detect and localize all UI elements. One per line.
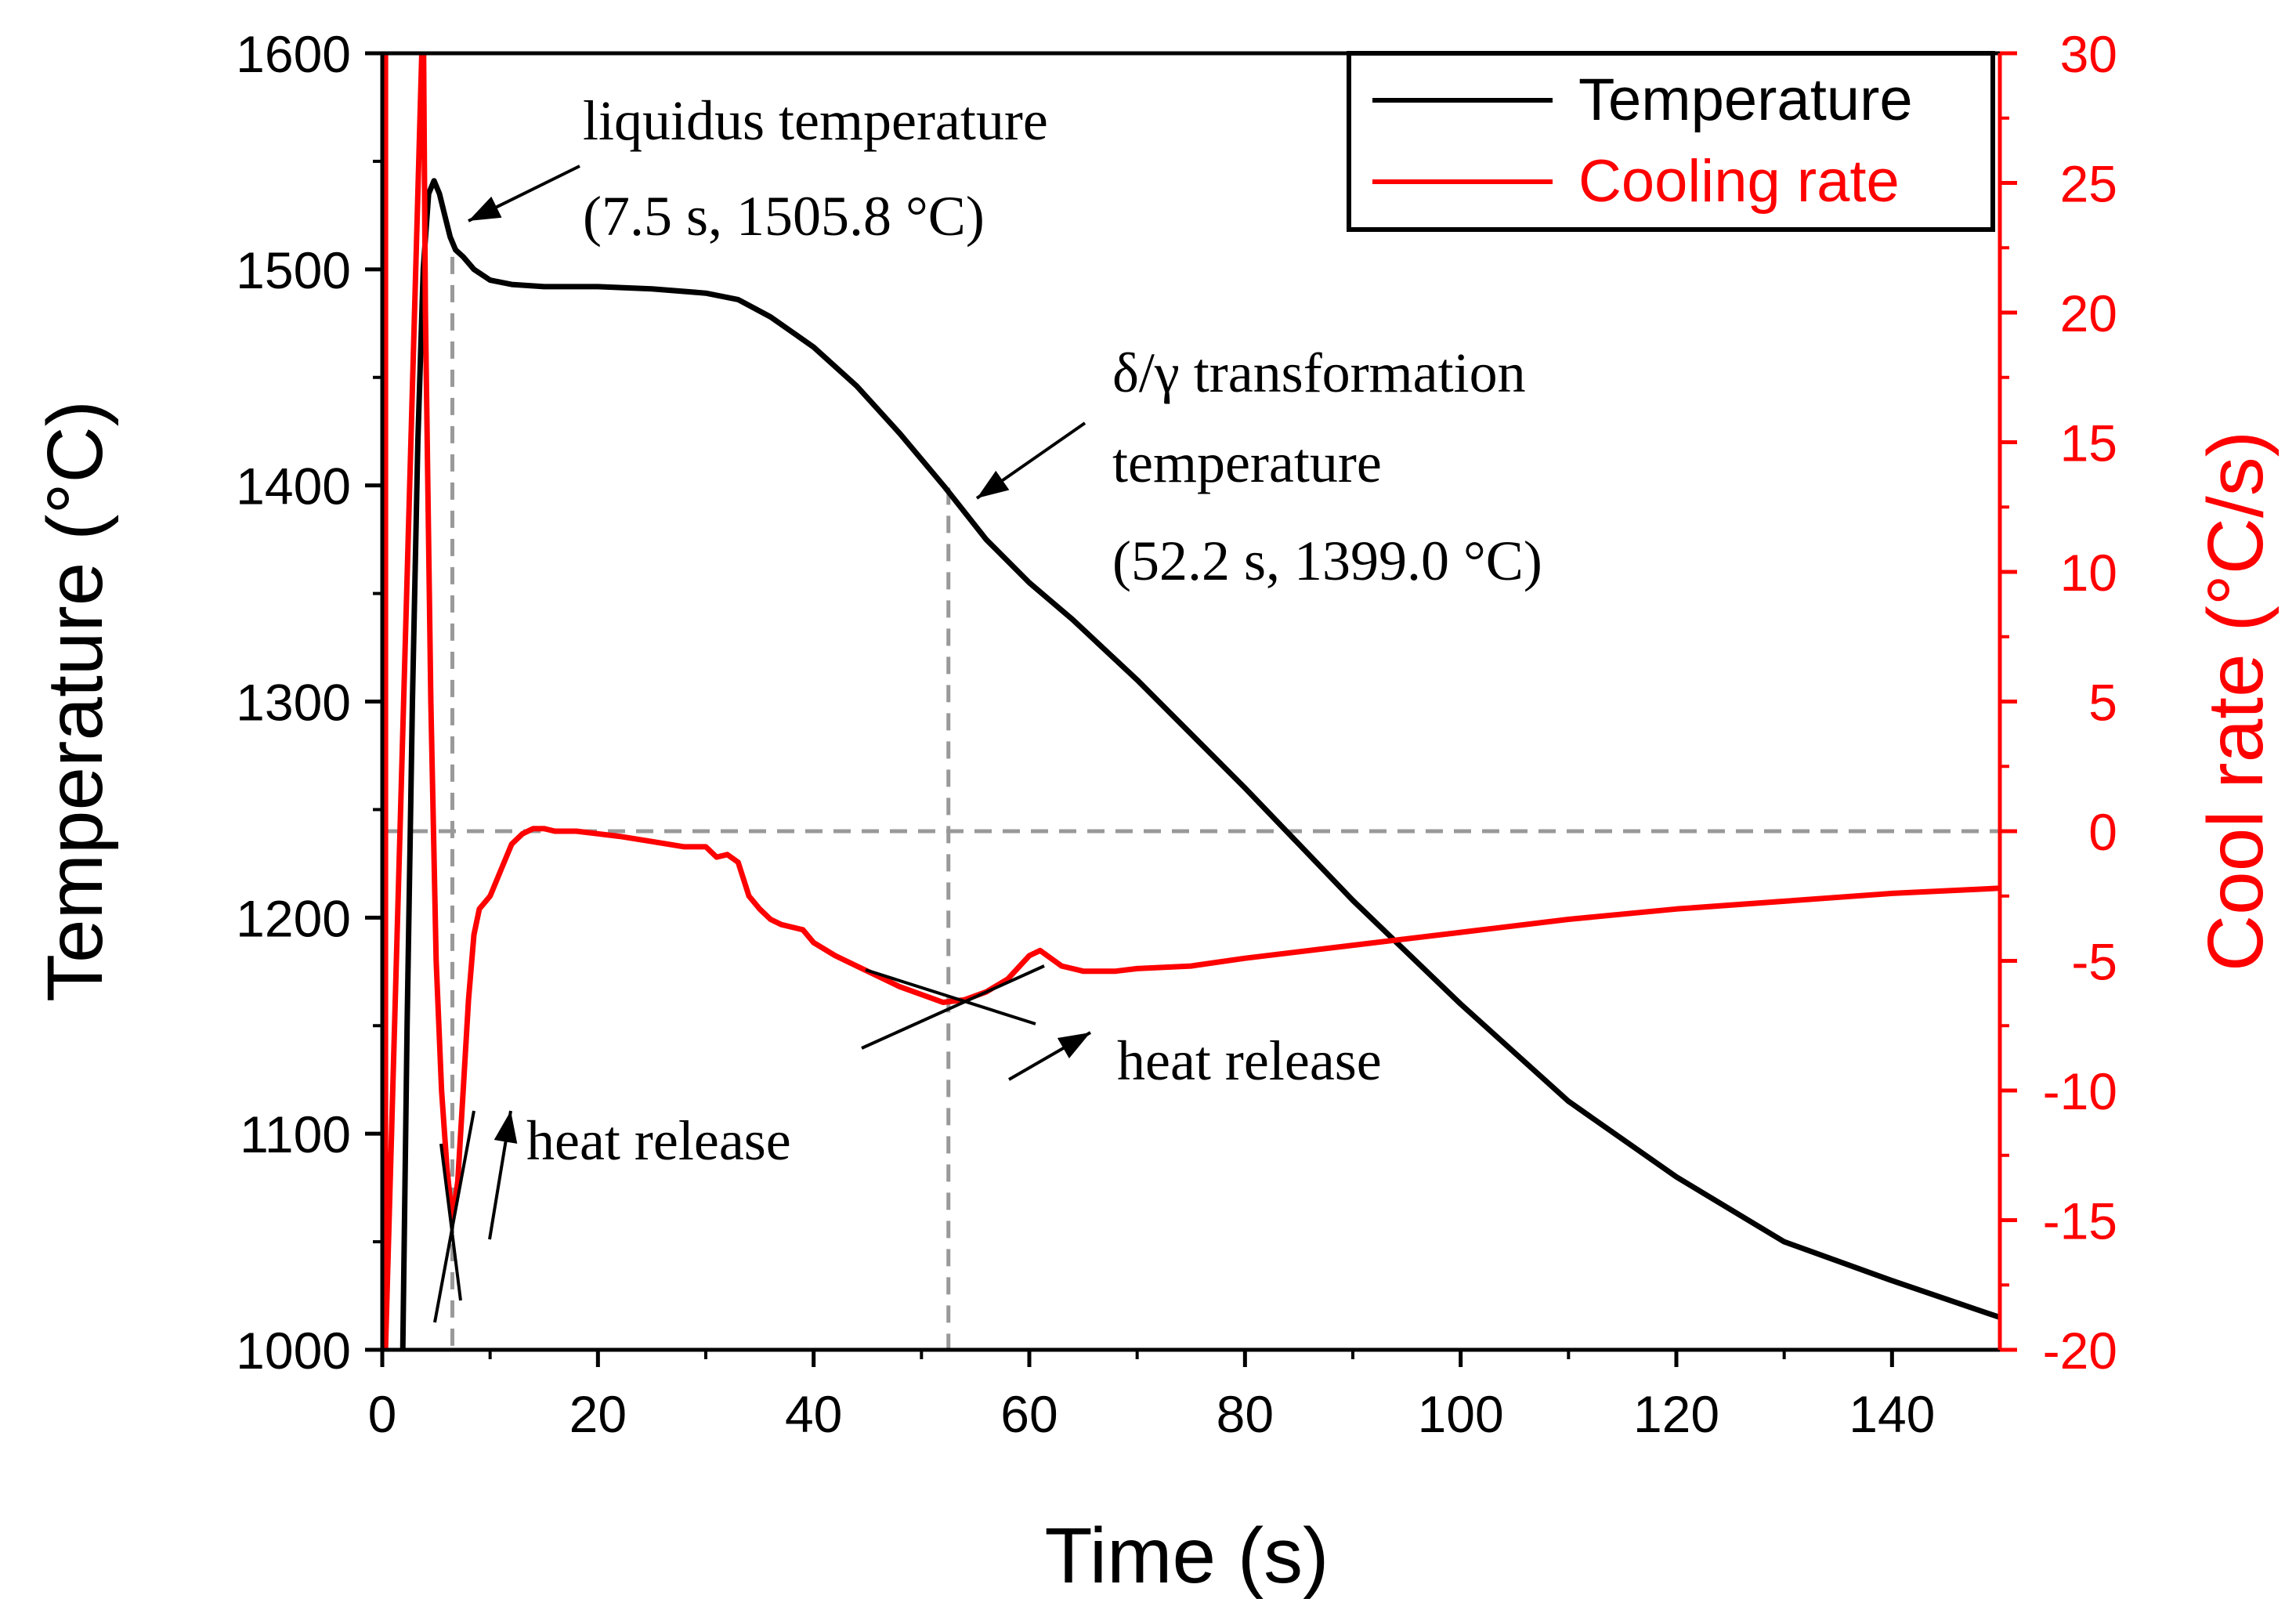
left-y-tick-label: 1000 bbox=[236, 1322, 351, 1380]
right-y-tick-label: -20 bbox=[2043, 1322, 2117, 1380]
right-y-tick-label: 25 bbox=[2060, 155, 2117, 213]
right-y-tick-label: 5 bbox=[2088, 674, 2117, 732]
x-tick-label: 40 bbox=[785, 1385, 842, 1443]
right-y-tick-label: -5 bbox=[2071, 933, 2117, 991]
temperature-series-line bbox=[400, 178, 2000, 1350]
right-y-tick-label: 30 bbox=[2060, 25, 2117, 83]
heat-release-2-arrow-head bbox=[1057, 1033, 1090, 1058]
x-axis-label: Time (s) bbox=[1045, 1512, 1329, 1600]
annotation-delta-gamma-line1: δ/γ transformation bbox=[1112, 342, 1526, 404]
tangent-construction-lines bbox=[433, 964, 1045, 1323]
tangent-line bbox=[865, 968, 1036, 1025]
annotation-heat-release-2: heat release bbox=[1117, 1029, 1382, 1092]
annotation-delta-gamma-line3: (52.2 s, 1399.0 °C) bbox=[1112, 530, 1542, 592]
left-y-axis-label: Temperature (°C) bbox=[31, 400, 119, 1002]
x-tick-label: 100 bbox=[1418, 1385, 1504, 1443]
legend-label-cooling-rate: Cooling rate bbox=[1578, 148, 1900, 215]
cooling-rate-series-line bbox=[382, 53, 2000, 1350]
left-y-tick-label: 1500 bbox=[236, 241, 351, 299]
tangent-line bbox=[439, 1143, 462, 1301]
annotation-liquidus-line1: liquidus temperature bbox=[583, 89, 1048, 152]
right-y-axis-label: Cool rate (°C/s) bbox=[2192, 431, 2280, 971]
x-tick-label: 80 bbox=[1217, 1385, 1274, 1443]
x-tick-label: 20 bbox=[569, 1385, 627, 1443]
left-y-tick-label: 1400 bbox=[236, 458, 351, 515]
right-y-tick-label: -15 bbox=[2043, 1192, 2117, 1250]
heat-release-1-arrow-head bbox=[494, 1111, 518, 1144]
x-tick-label: 60 bbox=[1000, 1385, 1058, 1443]
right-y-tick-label: 10 bbox=[2060, 544, 2117, 602]
annotation-liquidus-line2: (7.5 s, 1505.8 °C) bbox=[583, 185, 985, 248]
tangent-line bbox=[433, 1110, 475, 1323]
right-y-tick-label: 0 bbox=[2088, 803, 2117, 861]
left-y-tick-label: 1300 bbox=[236, 674, 351, 732]
x-tick-label: 140 bbox=[1849, 1385, 1935, 1443]
x-tick-label: 120 bbox=[1633, 1385, 1719, 1443]
annotation-delta-gamma-line2: temperature bbox=[1112, 432, 1382, 494]
left-y-tick-label: 1200 bbox=[236, 889, 351, 947]
liquidus-arrow-head bbox=[468, 196, 502, 221]
right-y-tick-label: 20 bbox=[2060, 284, 2117, 342]
left-y-tick-label: 1100 bbox=[240, 1105, 351, 1163]
legend-box bbox=[1347, 51, 1995, 232]
tangent-line bbox=[861, 964, 1045, 1050]
left-y-tick-label: 1600 bbox=[236, 25, 351, 83]
annotation-arrows bbox=[468, 165, 1091, 1240]
right-y-tick-label: -10 bbox=[2043, 1062, 2117, 1120]
right-y-tick-label: 15 bbox=[2060, 414, 2117, 472]
annotation-heat-release-1: heat release bbox=[526, 1109, 791, 1172]
delta-gamma-arrow-head bbox=[977, 470, 1010, 498]
legend: Temperature Cooling rate bbox=[1347, 51, 1995, 232]
legend-label-temperature: Temperature bbox=[1578, 67, 1913, 133]
x-tick-label: 0 bbox=[368, 1385, 397, 1443]
